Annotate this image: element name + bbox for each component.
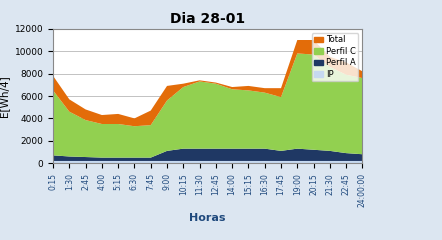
X-axis label: Horas: Horas — [190, 213, 226, 223]
Y-axis label: E[Wh/4]: E[Wh/4] — [0, 75, 9, 117]
Title: Dia 28-01: Dia 28-01 — [170, 12, 245, 26]
Legend: Total, Perfil C, Perfil A, IP: Total, Perfil C, Perfil A, IP — [312, 33, 358, 81]
